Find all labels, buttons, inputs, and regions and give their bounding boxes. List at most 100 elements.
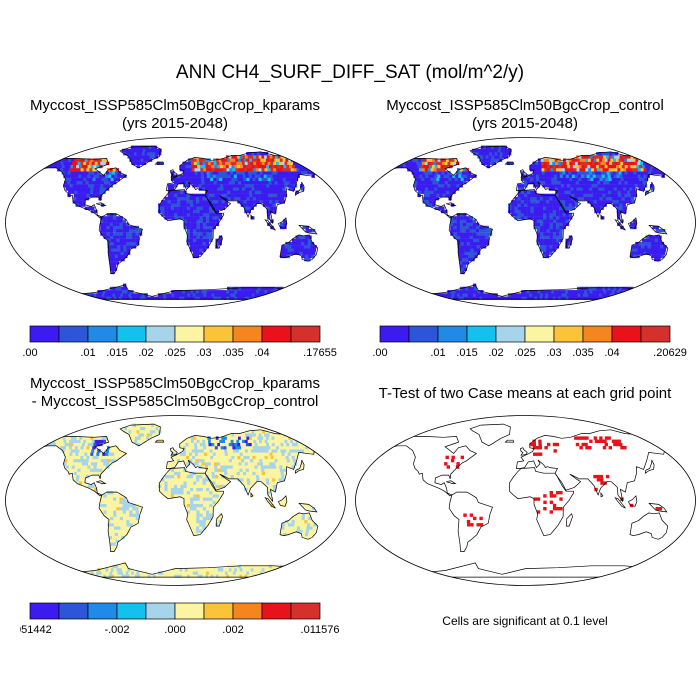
map-cell <box>70 180 74 185</box>
map-cell <box>111 574 115 578</box>
map-cell <box>135 238 140 243</box>
map-cell <box>240 200 244 204</box>
map-cell <box>470 251 475 255</box>
map-cell <box>568 158 572 162</box>
map-cell <box>552 248 556 252</box>
map-cell <box>206 568 211 572</box>
map-cell <box>97 439 101 443</box>
map-cell <box>176 574 180 578</box>
map-cell <box>103 229 107 233</box>
map-cell <box>515 293 520 297</box>
map-cell <box>429 200 433 204</box>
map-cell <box>474 254 478 259</box>
map-cell <box>98 436 103 440</box>
map-cell <box>66 462 70 466</box>
map-cell <box>481 152 485 156</box>
map-cell <box>110 241 114 246</box>
map-cell <box>401 158 405 162</box>
map-cell <box>273 168 277 172</box>
map-cell <box>104 293 108 297</box>
map-cell <box>458 290 462 294</box>
map-cell <box>136 442 140 447</box>
map-cell <box>269 452 273 456</box>
map-cell <box>487 158 492 162</box>
map-cell <box>196 209 200 214</box>
map-cell <box>78 203 83 207</box>
map-cell <box>199 487 203 492</box>
map-cell <box>456 219 460 223</box>
map-cell <box>209 168 213 172</box>
map-cell <box>189 196 194 201</box>
map-cell <box>646 158 650 162</box>
map-cell <box>205 523 210 527</box>
map-cell <box>143 423 147 427</box>
map-cell <box>639 296 643 300</box>
map-cell <box>425 184 430 188</box>
map-cell <box>628 184 632 188</box>
map-cell <box>291 187 295 191</box>
map-cell <box>266 465 271 469</box>
map-cell <box>432 171 436 175</box>
map-cell <box>555 193 559 198</box>
map-cell <box>589 290 594 294</box>
map-cell <box>414 171 418 175</box>
map-cell <box>186 238 191 243</box>
map-cell <box>129 158 133 162</box>
map-cell <box>568 213 573 217</box>
map-cell <box>71 190 75 194</box>
map-cell <box>45 436 50 440</box>
map-cell <box>218 196 222 201</box>
map-cell <box>549 235 553 239</box>
map-cell <box>69 184 73 188</box>
map-cell <box>258 468 262 472</box>
map-cell <box>615 180 619 185</box>
map-cell <box>190 513 194 517</box>
map-cell <box>222 164 227 169</box>
map-cell <box>447 161 451 165</box>
map-cell <box>420 164 424 169</box>
map-cell <box>84 158 89 162</box>
map-cell <box>560 161 565 165</box>
map-cell <box>463 241 467 246</box>
map-cell <box>299 574 303 578</box>
map-cell <box>63 439 67 443</box>
map-cell <box>242 568 246 572</box>
map-cell <box>98 296 102 300</box>
map-cell <box>191 171 196 175</box>
map-cell <box>660 296 664 300</box>
map-cell <box>274 458 278 463</box>
map-cell <box>198 180 202 185</box>
map-cell <box>251 152 255 156</box>
map-cell <box>613 158 617 162</box>
map-cell <box>573 168 577 172</box>
map-cell <box>274 171 278 175</box>
map-cell <box>549 232 553 236</box>
map-cell <box>585 286 589 291</box>
map-cell <box>559 232 563 236</box>
map-cell <box>110 455 114 460</box>
map-cell <box>224 449 228 453</box>
map-cell <box>473 152 477 156</box>
map-cell <box>205 471 209 476</box>
map-cell <box>190 209 194 214</box>
map-cell <box>236 439 240 443</box>
map-cell <box>71 187 76 191</box>
map-cell <box>221 206 226 210</box>
map-cell <box>546 213 550 217</box>
map-cell <box>309 164 313 169</box>
map-cell <box>188 446 192 450</box>
map-cell <box>206 235 210 239</box>
panel-title-control: Myccost_ISSP585Clm50BgcCrop_control (yrs… <box>350 97 700 133</box>
map-cell <box>476 238 480 243</box>
map-cell <box>66 174 70 178</box>
panel-title-line1: Myccost_ISSP585Clm50BgcCrop_control <box>386 97 664 114</box>
map-cell <box>238 184 242 188</box>
map-cell <box>636 296 640 300</box>
map-cell <box>221 296 225 300</box>
map-cell <box>585 187 590 191</box>
map-cell <box>545 177 549 182</box>
map-cell <box>463 238 467 243</box>
map-cell <box>565 196 569 201</box>
map-cell <box>124 574 128 578</box>
map-cell <box>284 523 289 527</box>
